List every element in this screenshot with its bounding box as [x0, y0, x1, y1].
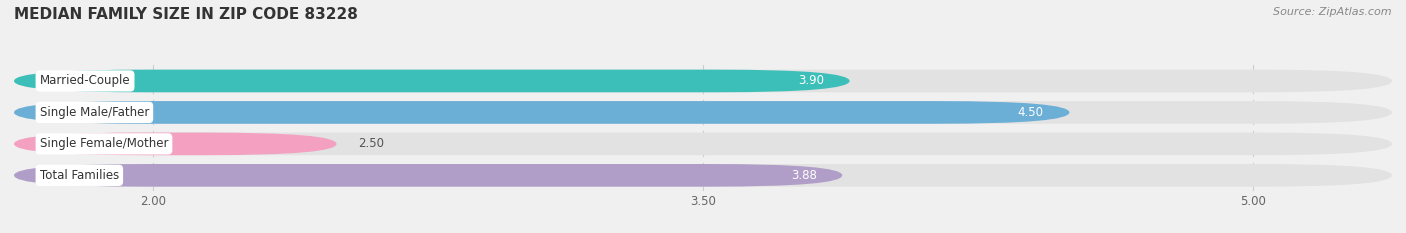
Text: 3.90: 3.90	[799, 75, 824, 87]
Text: Source: ZipAtlas.com: Source: ZipAtlas.com	[1274, 7, 1392, 17]
Text: Single Male/Father: Single Male/Father	[39, 106, 149, 119]
Text: 2.50: 2.50	[359, 137, 384, 150]
Text: Single Female/Mother: Single Female/Mother	[39, 137, 169, 150]
FancyBboxPatch shape	[14, 101, 1070, 124]
FancyBboxPatch shape	[14, 70, 849, 92]
Text: 3.88: 3.88	[790, 169, 817, 182]
FancyBboxPatch shape	[14, 70, 1392, 92]
Text: Married-Couple: Married-Couple	[39, 75, 131, 87]
FancyBboxPatch shape	[14, 133, 1392, 155]
FancyBboxPatch shape	[14, 133, 336, 155]
Text: MEDIAN FAMILY SIZE IN ZIP CODE 83228: MEDIAN FAMILY SIZE IN ZIP CODE 83228	[14, 7, 359, 22]
FancyBboxPatch shape	[14, 164, 1392, 187]
FancyBboxPatch shape	[14, 164, 842, 187]
FancyBboxPatch shape	[14, 101, 1392, 124]
Text: Total Families: Total Families	[39, 169, 120, 182]
Text: 4.50: 4.50	[1018, 106, 1043, 119]
